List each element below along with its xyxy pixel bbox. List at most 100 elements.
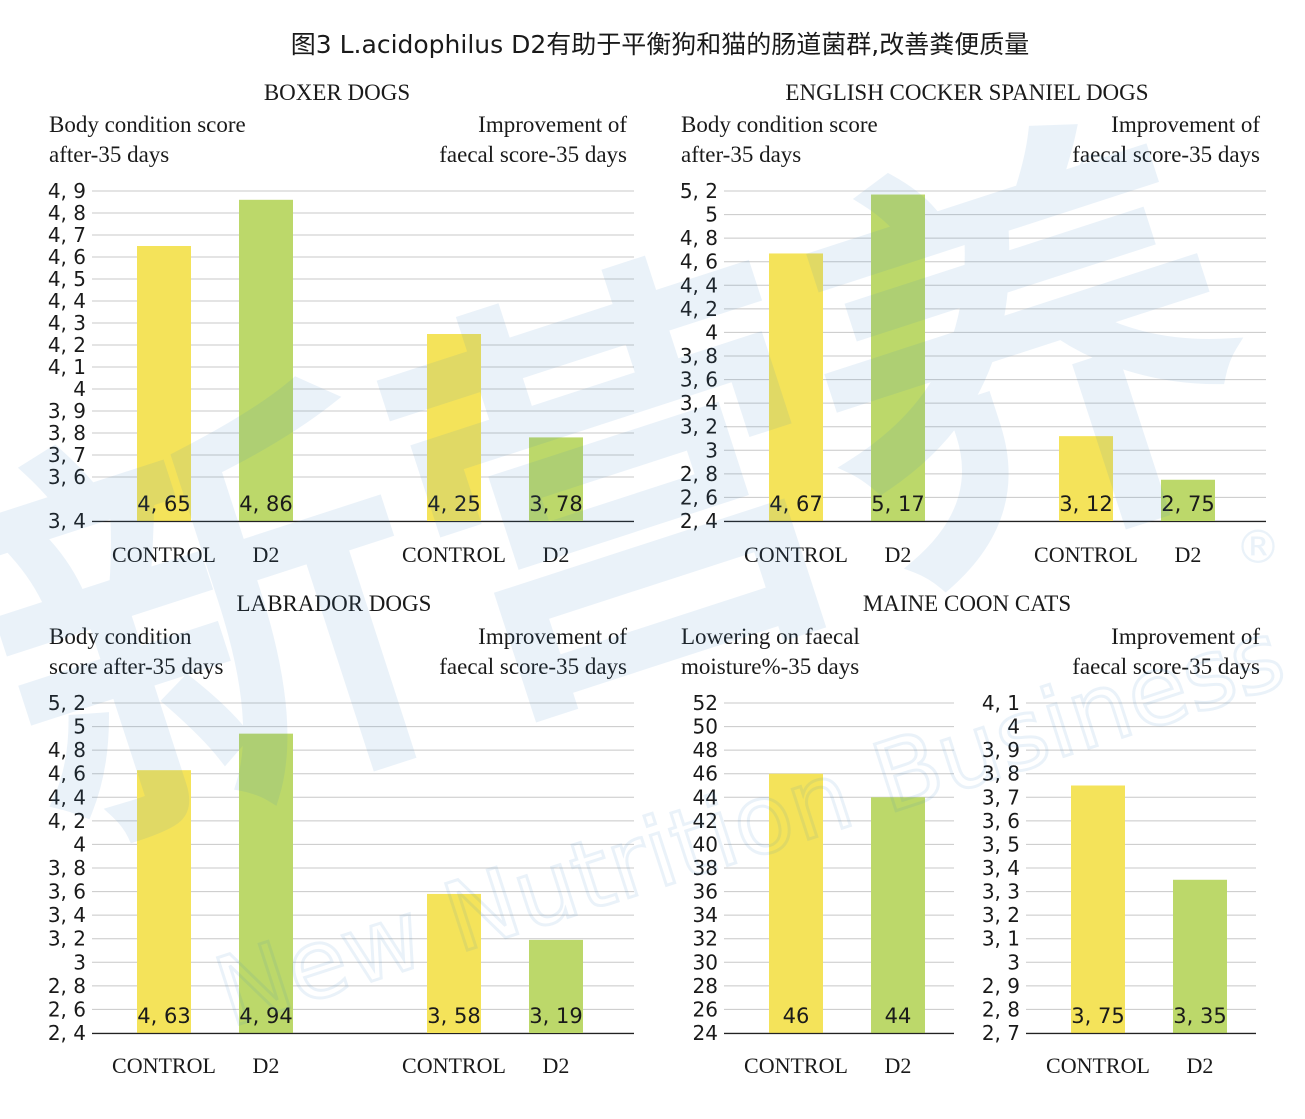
chart7-ytick-label: 26 xyxy=(693,997,718,1021)
chart5-ytick-label: 4, 2 xyxy=(48,809,86,833)
chart5-title-line: score after-35 days xyxy=(49,654,224,679)
chart8-category-label: CONTROL xyxy=(1046,1053,1150,1078)
chart7-ytick-label: 32 xyxy=(693,927,718,951)
chart7-ytick-label: 42 xyxy=(693,809,718,833)
chart1-ytick-label: 4, 9 xyxy=(48,179,86,203)
chart8-data-label: 3, 75 xyxy=(1071,1004,1124,1028)
chart1-title-line: Body condition score xyxy=(49,112,246,137)
chart6-category-label: D2 xyxy=(543,1053,570,1078)
chart4-data-label: 3, 12 xyxy=(1059,492,1112,516)
chart5-ytick-label: 4, 6 xyxy=(48,762,86,786)
chart6-bar-control xyxy=(427,893,481,1033)
chart1-ytick-label: 4, 5 xyxy=(48,267,86,291)
chart8-ytick-label: 3, 1 xyxy=(982,927,1020,951)
chart8-ytick-label: 3, 8 xyxy=(982,762,1020,786)
chart4-bar-d2 xyxy=(1161,479,1215,521)
chart4-bar-control xyxy=(1059,436,1113,521)
chart3-ytick-label: 2, 6 xyxy=(680,485,718,509)
chart3-ytick-label: 4, 6 xyxy=(680,250,718,274)
chart7-ytick-label: 52 xyxy=(693,691,718,715)
chart2-title-line: Improvement of xyxy=(478,112,627,137)
chart1-ytick-label: 3, 7 xyxy=(48,443,86,467)
chart7-ytick-label: 48 xyxy=(693,738,718,762)
chart5-category-label: D2 xyxy=(253,1053,280,1078)
chart8-ytick-label: 3, 2 xyxy=(982,903,1020,927)
chart5-ytick-label: 4, 4 xyxy=(48,785,86,809)
chart7-data-label: 44 xyxy=(885,1004,912,1028)
chart3-category-label: D2 xyxy=(885,542,912,567)
chart5-ytick-label: 3 xyxy=(73,950,86,974)
chart2-bar-control xyxy=(427,334,481,521)
chart5-ytick-label: 3, 6 xyxy=(48,880,86,904)
chart5-ytick-label: 2, 4 xyxy=(48,1021,86,1045)
chart1-ytick-label: 4, 8 xyxy=(48,201,86,225)
chart1-data-label: 4, 86 xyxy=(239,492,292,516)
chart8-ytick-label: 4, 1 xyxy=(982,691,1020,715)
chart8-category-label: D2 xyxy=(1187,1053,1214,1078)
chart1-ytick-label: 3, 6 xyxy=(48,465,86,489)
chart1-ytick-label: 3, 8 xyxy=(48,421,86,445)
chart7-title-line: moisture%-35 days xyxy=(681,654,859,679)
chart3-ytick-label: 4, 4 xyxy=(680,273,718,297)
chart4-category-label: D2 xyxy=(1175,542,1202,567)
chart6-bar-d2 xyxy=(529,939,583,1033)
chart2-category-label: D2 xyxy=(543,542,570,567)
chart5-ytick-label: 2, 8 xyxy=(48,974,86,998)
chart1-data-label: 4, 65 xyxy=(137,492,190,516)
chart3-ytick-label: 3, 4 xyxy=(680,391,718,415)
chart1-title-line: after-35 days xyxy=(49,142,169,167)
chart4-category-label: CONTROL xyxy=(1034,542,1138,567)
chart5-bar-control xyxy=(137,770,191,1033)
chart5-ytick-label: 3, 2 xyxy=(48,927,86,951)
chart6-title-line: faecal score-35 days xyxy=(439,654,627,679)
chart5-bar-d2 xyxy=(239,733,293,1033)
chart7-ytick-label: 44 xyxy=(693,785,718,809)
chart5-category-label: CONTROL xyxy=(112,1053,216,1078)
chart4-title-line: faecal score-35 days xyxy=(1072,142,1260,167)
chart7-ytick-label: 28 xyxy=(693,974,718,998)
chart8-data-label: 3, 35 xyxy=(1173,1004,1226,1028)
chart8-ytick-label: 3, 4 xyxy=(982,856,1020,880)
chart7-data-label: 46 xyxy=(783,1004,810,1028)
chart8-ytick-label: 3, 9 xyxy=(982,738,1020,762)
chart3-ytick-label: 3, 2 xyxy=(680,415,718,439)
chart2-bar-d2 xyxy=(529,437,583,521)
chart1-ytick-label: 4, 1 xyxy=(48,355,86,379)
chart1-category-label: D2 xyxy=(253,542,280,567)
chart8-ytick-label: 2, 9 xyxy=(982,974,1020,998)
chart8-title-line: faecal score-35 days xyxy=(1072,654,1260,679)
chart7-title-line: Lowering on faecal xyxy=(681,624,860,649)
chart5-ytick-label: 5, 2 xyxy=(48,691,86,715)
chart8-ytick-label: 4 xyxy=(1007,715,1020,739)
chart4-title-line: Improvement of xyxy=(1111,112,1260,137)
chart5-ytick-label: 4 xyxy=(73,832,86,856)
chart1-ytick-label: 4 xyxy=(73,377,86,401)
chart1-ytick-label: 4, 6 xyxy=(48,245,86,269)
chart8-ytick-label: 3, 5 xyxy=(982,832,1020,856)
chart3-ytick-label: 5, 2 xyxy=(680,179,718,203)
chart7-ytick-label: 30 xyxy=(693,950,718,974)
chart3-ytick-label: 2, 4 xyxy=(680,509,718,533)
chart3-bar-control xyxy=(769,253,823,521)
chart3-bar-d2 xyxy=(871,194,925,522)
chart7-ytick-label: 46 xyxy=(693,762,718,786)
chart3-ytick-label: 3, 8 xyxy=(680,344,718,368)
chart2-title-line: faecal score-35 days xyxy=(439,142,627,167)
chart6-data-label: 3, 58 xyxy=(427,1004,480,1028)
chart1-bar-control xyxy=(137,246,191,521)
chart3-ytick-label: 3, 6 xyxy=(680,368,718,392)
chart7-bar-d2 xyxy=(871,797,925,1033)
chart1-category-label: CONTROL xyxy=(112,542,216,567)
chart5-ytick-label: 5 xyxy=(73,715,86,739)
chart1-ytick-label: 3, 4 xyxy=(48,509,86,533)
chart8-ytick-label: 3 xyxy=(1007,950,1020,974)
chart3-category-label: CONTROL xyxy=(744,542,848,567)
chart3-ytick-label: 4, 8 xyxy=(680,226,718,250)
chart8-ytick-label: 3, 6 xyxy=(982,809,1020,833)
watermark-mark-right: ® xyxy=(1235,520,1281,574)
chart8-ytick-label: 2, 8 xyxy=(982,997,1020,1021)
chart5-ytick-label: 3, 4 xyxy=(48,903,86,927)
chart3-ytick-label: 2, 8 xyxy=(680,462,718,486)
panel-title-maine-coon: MAINE COON CATS xyxy=(863,591,1071,616)
